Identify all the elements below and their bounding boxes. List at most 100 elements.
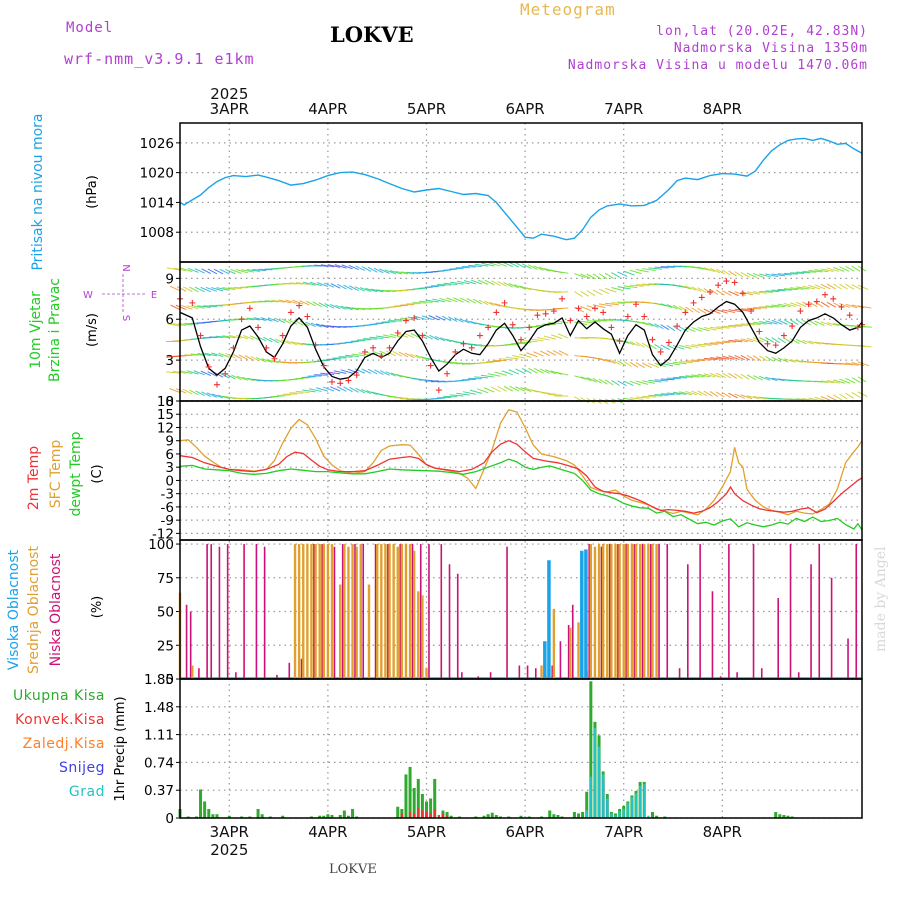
wind-arrow [222,335,236,339]
wind-arrow [305,321,316,327]
cloud-bar [651,544,654,679]
cloud-bar [760,668,763,679]
precip-bar [782,814,786,818]
wind-arrow [404,352,415,359]
wind-arrow [666,362,681,366]
cloud-bar [571,604,574,679]
wind-gust-marker [197,332,204,339]
wind-arrow [722,355,735,360]
precip-bar [626,802,629,818]
wind-arrow [546,350,557,356]
cloud-bar [600,546,603,679]
precip-bar [548,810,552,818]
wind-arrow [691,359,706,362]
cloud-bar [551,665,554,679]
wind-arrow [586,377,597,383]
wind-gust-marker [296,302,303,309]
cloud-bar [374,544,377,679]
cloud-bar [577,622,580,679]
wind-arrow [554,307,569,310]
wind-arrow [557,333,569,339]
wind-gust-marker [246,305,253,312]
wind-arrow [481,262,495,267]
wind-arrow [697,308,707,314]
wind-arrow [186,370,199,375]
wind-speed-line [179,300,863,380]
wind-arrow [225,373,236,380]
wind-arrow [771,304,786,308]
wind-arrow [501,370,513,376]
cloud-bar [489,672,492,679]
wind-arrow [337,283,347,290]
wind-arrow [509,262,520,268]
wind-arrow [592,319,607,322]
wind-gust-marker [731,279,738,286]
wind-arrow [635,380,649,385]
precip-bar [449,815,453,818]
wind-arrow [534,368,544,374]
wind-gust-marker [271,355,278,362]
cloud-bar [625,544,627,679]
y-tick-label: 0 [165,473,174,489]
wind-arrow [295,390,310,393]
cloud-bar [534,668,537,679]
cloud-bar [655,544,658,679]
cloud-bar [355,546,358,679]
wind-arrow [605,358,616,364]
wind-arrow [361,266,372,272]
cloud-bar [559,641,562,679]
year-label-top: 2025 [210,85,248,103]
wind-arrow [697,266,710,271]
wind-arrow [777,357,789,363]
y-tick-label: 6 [165,312,174,328]
wind-arrow [740,323,755,326]
wind-arrow [857,361,870,367]
wind-arrow [176,388,187,394]
wind-arrow [410,353,421,359]
precip-bar [585,810,588,818]
cloud-bar [797,672,800,679]
wind-arrow [449,267,464,270]
wind-arrow [515,368,526,375]
wind-gust-marker [830,295,837,302]
wind-gust-marker [485,324,492,331]
wind-gust-marker [797,308,804,315]
temp-series-line [179,458,863,531]
cloud-bar [376,544,379,679]
precip-legend-item: Ukupna Kisa [13,688,105,704]
wind-arrow [515,262,526,269]
wind-arrow [795,319,805,326]
wind-arrow [230,269,242,274]
wind-arrow [205,286,218,292]
wind-gust-marker [772,342,779,349]
wind-arrow [814,380,829,383]
cloud-bar [428,544,430,679]
wind-arrow [709,357,724,360]
wind-arrow [654,302,667,307]
wind-arrow [574,337,589,339]
wind-arrow [666,377,681,380]
wind-arrow [654,379,669,382]
wind-arrow [857,284,869,290]
wind-arrow [765,320,778,325]
wind-arrow [746,395,760,400]
wind-arrow [320,264,335,268]
x-tick-label-bottom: 6APR [505,823,544,841]
wind-arrow [505,343,519,346]
wind-arrow [722,340,737,343]
wind-arrow [672,376,687,379]
wind-arrow [722,372,732,379]
precip-bar [614,814,617,818]
y-tick-label: 3 [165,353,174,369]
wind-arrow [629,361,639,368]
cloud-bar [392,544,395,679]
cloud-bar [728,544,730,679]
wind-arrow [722,392,732,398]
cloud-bar [606,544,609,679]
wind-gust-marker [633,301,640,308]
wind-gust-marker [501,299,508,306]
wind-arrow [329,386,341,392]
cloud-bar [399,544,402,679]
wind-arrow [574,375,587,380]
wind-arrow [777,337,787,344]
